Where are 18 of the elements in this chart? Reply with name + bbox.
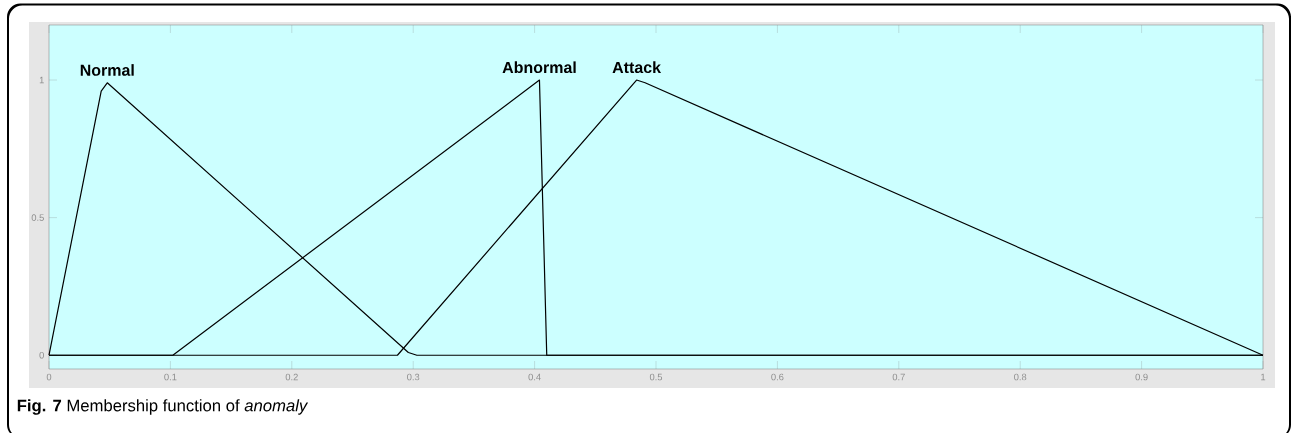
x-tick-label: 0 [46, 373, 52, 381]
y-tick-label: 0 [39, 351, 44, 359]
x-tick-label: 0.7 [892, 373, 905, 381]
series-label: Abnormal [502, 61, 576, 74]
x-tick-label: 0.8 [1014, 373, 1027, 381]
text: Fig. 7 Membership function of anomaly [17, 399, 309, 415]
x-tick-label: 1 [1261, 373, 1266, 381]
series-label: Attack [612, 61, 662, 74]
x-tick-label: 0.5 [649, 373, 663, 381]
x-tick-label: 0.1 [164, 373, 177, 381]
y-tick-label: 0.5 [31, 214, 44, 221]
series-label: Normal [80, 64, 134, 76]
x-tick-label: 0.6 [771, 373, 784, 381]
x-tick-label: 0.4 [528, 373, 541, 381]
x-tick-label: 0.3 [407, 373, 420, 381]
x-tick-label: 0.2 [285, 373, 298, 381]
y-tick-label: 1 [39, 76, 44, 84]
x-tick-label: 0.9 [1135, 373, 1148, 381]
